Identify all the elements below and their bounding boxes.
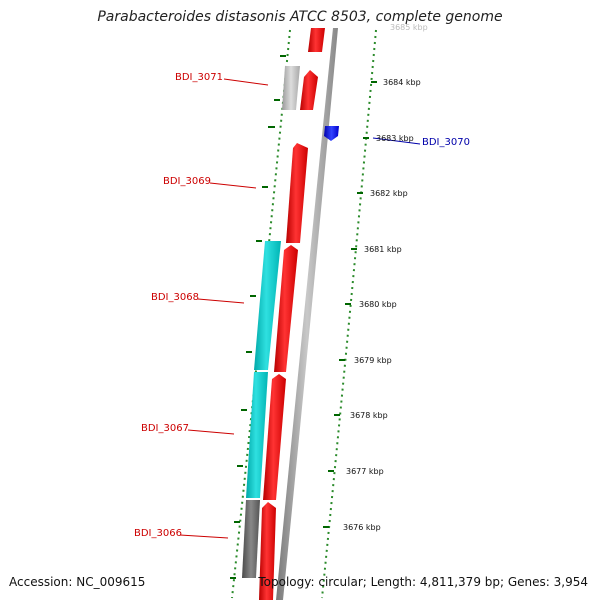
genome-backbone xyxy=(276,28,338,600)
gene-BDI_3070[interactable] xyxy=(324,126,339,141)
map-title: Parabacteroides distasonis ATCC 8503, co… xyxy=(97,9,503,25)
gene-BDI_3071[interactable] xyxy=(300,70,318,110)
gene-label[interactable]: BDI_3070 xyxy=(422,137,470,148)
gc-skew-ticks xyxy=(230,55,286,579)
gene-label[interactable]: BDI_3068 xyxy=(151,292,199,303)
accession-text: Accession: NC_009615 xyxy=(9,575,146,589)
coordinate-label: 3684 kbp xyxy=(383,78,421,87)
gene-label[interactable]: BDI_3067 xyxy=(141,423,189,434)
cog-block-cyan-upper xyxy=(254,241,281,370)
cog-block-dark xyxy=(242,500,260,578)
coordinate-label: 3683 kbp xyxy=(376,134,414,143)
gene-BDI_3067[interactable] xyxy=(263,374,286,500)
genome-summary-text: Topology: circular; Length: 4,811,379 bp… xyxy=(258,575,588,589)
gene-label[interactable]: BDI_3066 xyxy=(134,528,182,539)
coordinate-label: 3685 kbp xyxy=(390,23,428,32)
gene-BDI_3066[interactable] xyxy=(259,502,276,600)
coordinate-label: 3680 kbp xyxy=(359,300,397,309)
outer-boundary-right xyxy=(321,29,377,599)
coordinate-label: 3678 kbp xyxy=(350,411,388,420)
label-leader-BDI_3070 xyxy=(372,137,421,145)
coordinate-label: 3682 kbp xyxy=(370,189,408,198)
coordinate-label: 3681 kbp xyxy=(364,245,402,254)
gene-label[interactable]: BDI_3069 xyxy=(163,176,211,187)
gene-BDI_3069[interactable] xyxy=(286,143,308,243)
gene-BDI_3072[interactable] xyxy=(308,28,325,52)
gene-BDI_3068[interactable] xyxy=(274,245,298,372)
coordinate-label: 3679 kbp xyxy=(354,356,392,365)
coordinate-label: 3677 kbp xyxy=(346,467,384,476)
gene-label[interactable]: BDI_3071 xyxy=(175,72,223,83)
coordinate-label: 3676 kbp xyxy=(343,523,381,532)
cog-block-grey xyxy=(282,66,300,110)
cog-block-cyan-lower xyxy=(246,372,268,498)
label-leaders xyxy=(179,78,269,539)
coordinate-ticks xyxy=(323,81,377,528)
